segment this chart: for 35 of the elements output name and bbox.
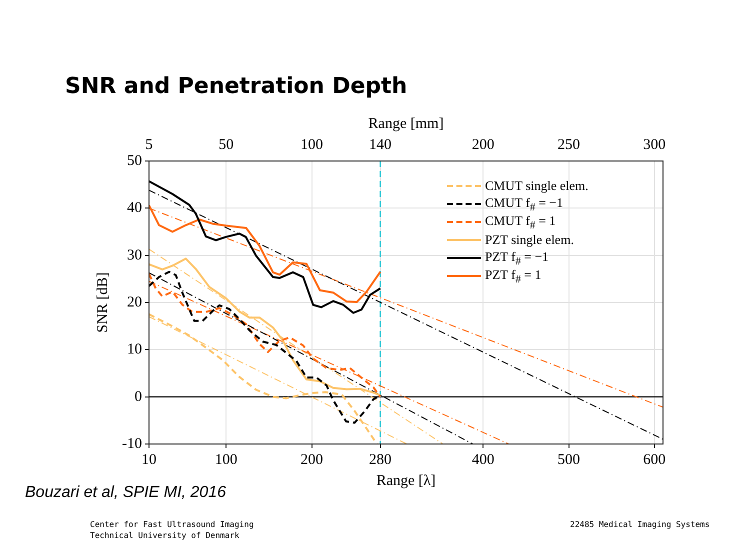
x2-tick-label: 100 [300,136,324,153]
x2-tick-label: 140 [369,136,392,153]
y-tick-label: 30 [127,247,142,264]
x2-axis-title: Range [mm] [368,116,444,132]
text: Center for Fast Ultrasound Imaging [90,520,254,529]
legend-label: PZT f$_{#}$ = −1 [485,248,549,268]
x2-tick-label: 50 [218,136,234,153]
x2-tick-label: 5 [145,136,153,153]
y-tick-label: 0 [134,388,142,405]
x-tick-label: 280 [369,452,392,468]
text: Bouzari et al, SPIE MI, 2016 [25,484,226,502]
legend-label: CMUT f$_{#}$ = 1 [485,212,556,232]
text: 22485 Medical Imaging Systems [570,520,710,529]
x2-tick-label: 200 [472,136,494,153]
y-tick-label: 50 [127,152,142,169]
x-tick-label: 500 [558,452,580,468]
legend-label: CMUT f$_{#}$ = −1 [485,194,563,214]
x-tick-label: 600 [643,452,666,468]
x-tick-label: 10 [142,452,156,468]
chart-title: SNR and Penetration Depth [65,74,408,99]
x2-tick-label: 250 [558,136,580,153]
y-tick-label: 20 [127,294,142,310]
y-tick-label: -10 [122,436,142,452]
x2-tick-label: 300 [643,136,666,153]
x-tick-label: 100 [214,452,238,468]
y-tick-label: 40 [127,200,142,216]
x-axis-title: Range [λ] [376,472,436,489]
legend-label: CMUT single elem. [485,178,588,194]
text: Technical University of Denmark [90,531,240,540]
x-tick-label: 200 [300,452,324,468]
legend-label: PZT single elem. [485,232,574,248]
legend-label: PZT f$_{#}$ = 1 [485,266,542,286]
y-tick-label: 10 [127,342,142,358]
y-axis-title: SNR [dB] [94,272,111,333]
x-tick-label: 400 [472,452,494,468]
